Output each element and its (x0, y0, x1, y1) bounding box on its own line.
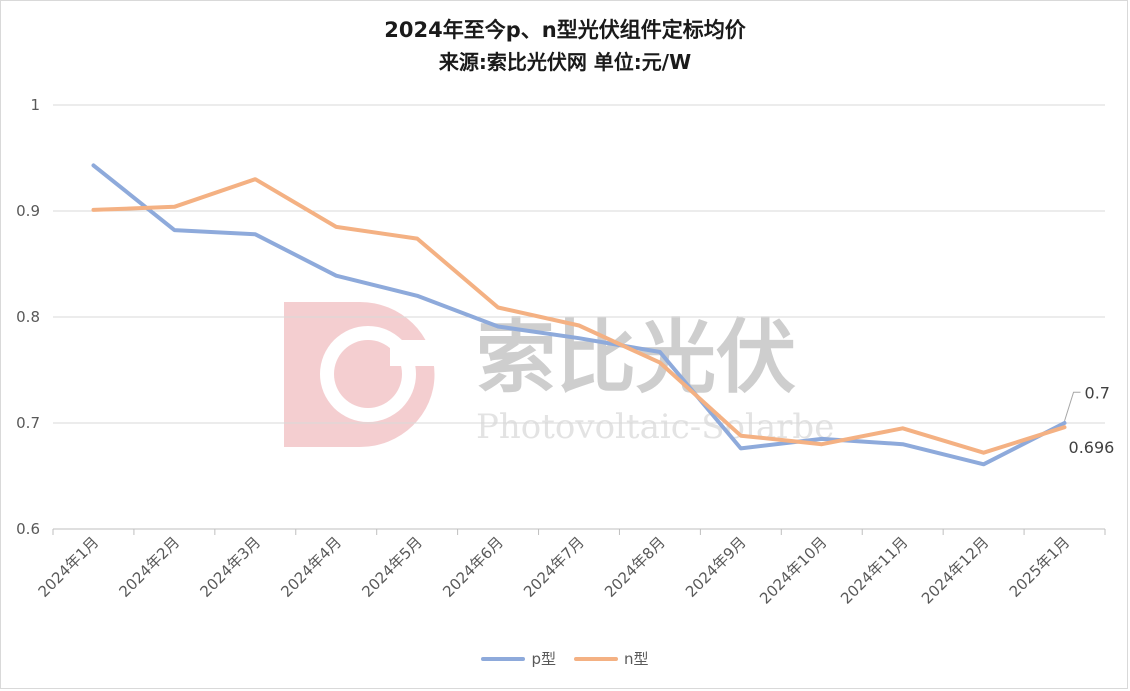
legend-label-p: p型 (531, 650, 556, 668)
legend-label-n: n型 (624, 650, 649, 668)
y-tick-label: 0.7 (16, 414, 40, 432)
x-tick-label: 2024年8月 (601, 533, 669, 601)
x-tick-label: 2024年2月 (116, 533, 184, 601)
watermark-logo-icon (284, 302, 442, 447)
watermark-brand: 索比光伏 (476, 311, 796, 404)
y-tick-label: 0.9 (16, 202, 40, 220)
chart-subtitle: 来源:索比光伏网 单位:元/W (438, 50, 692, 74)
watermark: 索比光伏 Photovoltaic-Solarbe (284, 302, 834, 447)
legend-swatch-p (481, 656, 526, 661)
x-tick-label: 2024年12月 (918, 533, 992, 607)
y-tick-label: 1 (30, 96, 40, 114)
series-line-p (91, 163, 1067, 467)
data-label-p-end: 0.7 (1085, 383, 1110, 402)
data-label-n-end: 0.696 (1069, 438, 1115, 457)
x-tick-label: 2024年10月 (756, 533, 830, 607)
legend: p型 n型 (0, 648, 1130, 669)
x-tick-label: 2024年7月 (520, 533, 588, 601)
x-tick-label: 2024年5月 (358, 533, 426, 601)
x-tick-label: 2024年9月 (682, 533, 750, 601)
legend-item-p: p型 (481, 648, 556, 669)
chart-title: 2024年至今p、n型光伏组件定标均价 (384, 18, 746, 42)
x-tick-label: 2024年6月 (439, 533, 507, 601)
x-tick-label: 2024年1月 (35, 533, 103, 601)
x-tick-label: 2024年4月 (277, 533, 345, 601)
y-tick-label: 0.8 (16, 308, 40, 326)
x-tick-label: 2024年11月 (837, 533, 911, 607)
y-tick-label: 0.6 (16, 520, 40, 538)
legend-swatch-n (574, 656, 618, 661)
x-tick-label: 2024年3月 (196, 533, 264, 601)
label-leader-line (1064, 391, 1081, 422)
legend-item-n: n型 (574, 648, 649, 669)
series-line-n (91, 177, 1067, 455)
x-tick-label: 2025年1月 (1006, 533, 1074, 601)
